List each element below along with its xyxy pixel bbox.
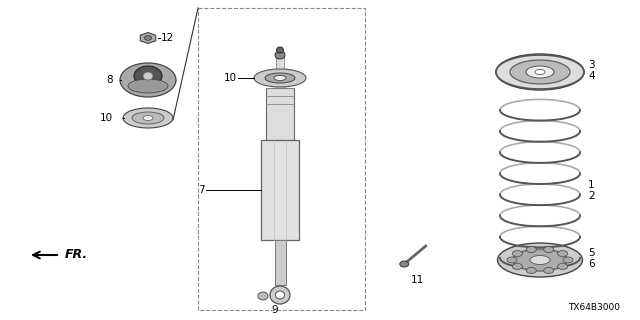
Ellipse shape [526, 268, 536, 274]
Ellipse shape [265, 73, 295, 83]
Text: 6: 6 [588, 259, 595, 269]
Text: 3: 3 [588, 60, 595, 70]
Ellipse shape [557, 251, 568, 257]
Ellipse shape [128, 79, 168, 93]
Bar [275, 240, 285, 285]
Ellipse shape [134, 66, 162, 86]
Text: 1: 1 [588, 180, 595, 190]
Ellipse shape [400, 261, 409, 267]
Ellipse shape [535, 69, 545, 75]
Text: 12: 12 [161, 33, 174, 43]
Ellipse shape [510, 60, 570, 84]
Ellipse shape [132, 112, 164, 124]
Ellipse shape [497, 243, 582, 277]
Ellipse shape [258, 292, 268, 300]
Ellipse shape [530, 255, 550, 265]
Text: 9: 9 [272, 305, 278, 315]
Ellipse shape [513, 263, 522, 269]
Bar [198, 8, 365, 310]
Ellipse shape [143, 72, 153, 80]
Bar [261, 140, 299, 240]
Ellipse shape [557, 263, 568, 269]
Text: 4: 4 [588, 71, 595, 81]
Ellipse shape [543, 246, 554, 252]
Text: 2: 2 [588, 191, 595, 201]
Ellipse shape [274, 76, 286, 81]
Ellipse shape [120, 63, 176, 97]
Ellipse shape [270, 286, 290, 304]
Polygon shape [140, 33, 156, 44]
Ellipse shape [276, 47, 284, 53]
Ellipse shape [513, 249, 568, 271]
Ellipse shape [123, 108, 173, 128]
Bar [276, 52, 284, 110]
Ellipse shape [507, 257, 517, 263]
Text: 10: 10 [100, 113, 113, 123]
Ellipse shape [496, 54, 584, 90]
Ellipse shape [513, 251, 522, 257]
Text: FR.: FR. [65, 249, 88, 261]
Text: 8: 8 [106, 75, 113, 85]
Ellipse shape [143, 116, 153, 121]
Ellipse shape [543, 268, 554, 274]
Text: 5: 5 [588, 248, 595, 258]
Ellipse shape [254, 69, 306, 87]
Bar [266, 88, 294, 140]
Ellipse shape [563, 257, 573, 263]
Text: TX64B3000: TX64B3000 [568, 303, 620, 313]
Ellipse shape [275, 51, 285, 59]
Ellipse shape [275, 291, 285, 299]
Ellipse shape [145, 36, 152, 40]
Text: 7: 7 [198, 185, 205, 195]
Text: 10: 10 [224, 73, 237, 83]
Ellipse shape [526, 66, 554, 78]
Ellipse shape [526, 246, 536, 252]
Text: 11: 11 [410, 275, 424, 285]
